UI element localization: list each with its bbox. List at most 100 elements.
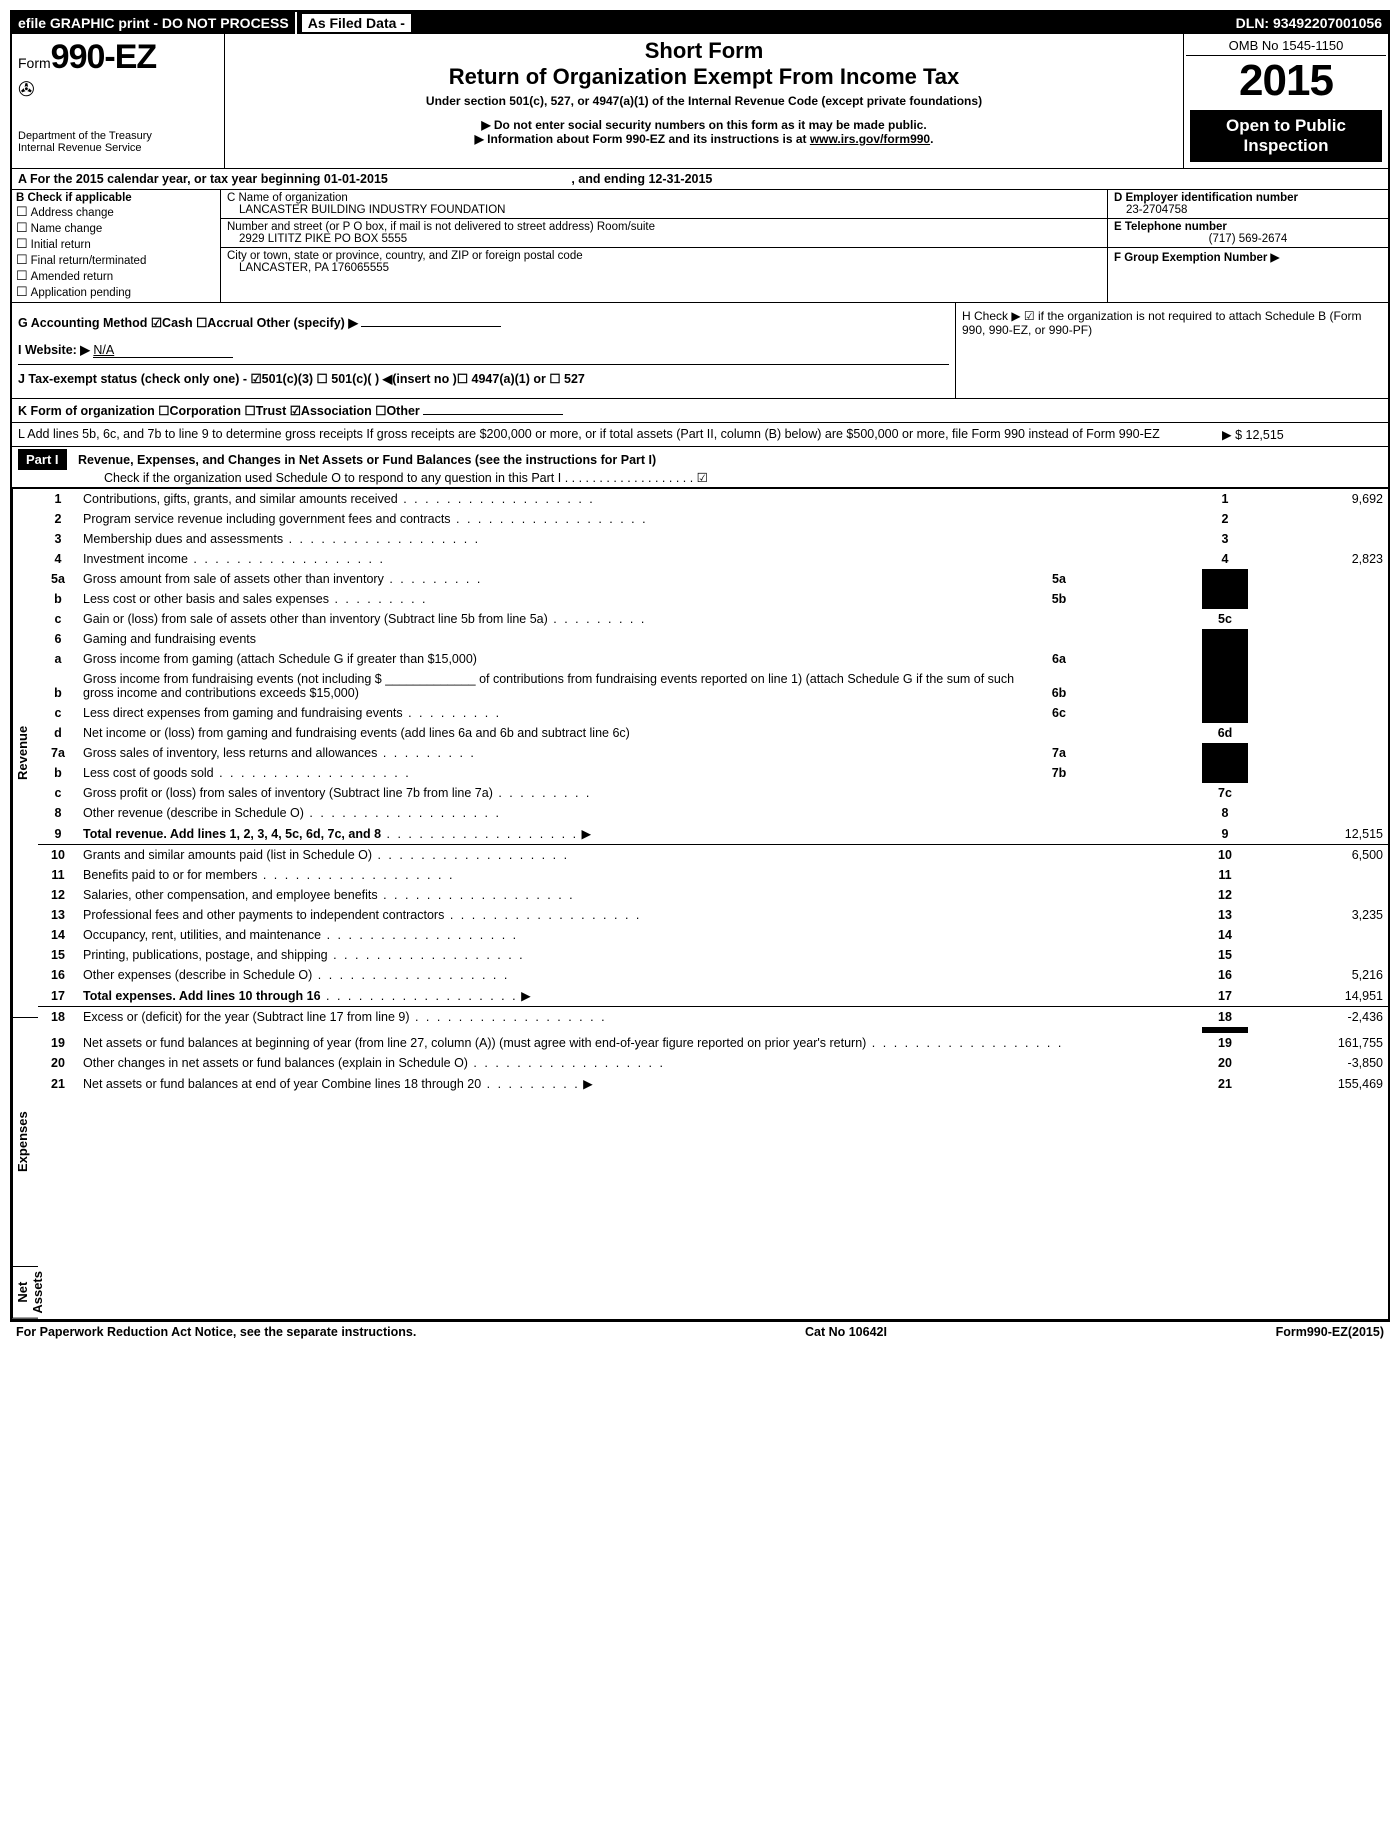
line-7a: 7a Gross sales of inventory, less return… xyxy=(38,743,1388,763)
row-a: A For the 2015 calendar year, or tax yea… xyxy=(12,169,1388,190)
line-6c: c Less direct expenses from gaming and f… xyxy=(38,703,1388,723)
part1-label: Part I xyxy=(18,449,67,470)
box-c-name-lbl: C Name of organization xyxy=(227,192,1101,204)
dept-treasury: Department of the Treasury xyxy=(18,130,218,142)
ein-value: 23-2704758 xyxy=(1114,204,1382,216)
line-21: 21 Net assets or fund balances at end of… xyxy=(38,1073,1388,1094)
org-name: LANCASTER BUILDING INDUSTRY FOUNDATION xyxy=(227,204,1101,216)
year-end: 12-31-2015 xyxy=(648,172,712,186)
footer-left: For Paperwork Reduction Act Notice, see … xyxy=(16,1325,416,1339)
l1-d: Contributions, gifts, grants, and simila… xyxy=(78,489,1202,509)
footer-yr: (2015) xyxy=(1348,1325,1384,1339)
ghij-section: G Accounting Method ☑Cash ☐Accrual Other… xyxy=(12,303,1388,399)
header-left: Form990-EZ ✇ Department of the Treasury … xyxy=(12,34,225,168)
header-right: OMB No 1545-1150 2015 Open to Public Ins… xyxy=(1184,34,1388,168)
year-begin: 01-01-2015 xyxy=(324,172,388,186)
chk-pending[interactable]: Application pending xyxy=(16,284,216,300)
row-k-text: K Form of organization ☐Corporation ☐Tru… xyxy=(18,404,420,418)
box-b: B Check if applicable Address change Nam… xyxy=(12,190,221,302)
line-11: 11 Benefits paid to or for members 11 xyxy=(38,865,1388,885)
l17-d: Total expenses. Add lines 10 through 16 xyxy=(83,989,321,1003)
short-form-label: Short Form xyxy=(233,38,1175,64)
box-c: C Name of organization LANCASTER BUILDIN… xyxy=(221,190,1107,302)
ein-label: D Employer identification number xyxy=(1114,192,1382,204)
part1-header: Part I Revenue, Expenses, and Changes in… xyxy=(12,447,1388,488)
bcd-row: B Check if applicable Address change Nam… xyxy=(12,190,1388,303)
chk-amended[interactable]: Amended return xyxy=(16,268,216,284)
chk-initial[interactable]: Initial return xyxy=(16,236,216,252)
bullet-1: ▶ Do not enter social security numbers o… xyxy=(233,118,1175,132)
part1-title: Revenue, Expenses, and Changes in Net As… xyxy=(78,453,656,467)
box-def: D Employer identification number 23-2704… xyxy=(1107,190,1388,302)
line-18: 18 Excess or (deficit) for the year (Sub… xyxy=(38,1007,1388,1028)
l9-d: Total revenue. Add lines 1, 2, 3, 4, 5c,… xyxy=(83,827,381,841)
chk-address[interactable]: Address change xyxy=(16,204,216,220)
chk-final[interactable]: Final return/terminated xyxy=(16,252,216,268)
header: Form990-EZ ✇ Department of the Treasury … xyxy=(12,34,1388,169)
part1-check: Check if the organization used Schedule … xyxy=(18,470,1382,485)
section-labels: Revenue Expenses Net Assets xyxy=(12,489,38,1319)
line-8: 8 Other revenue (describe in Schedule O)… xyxy=(38,803,1388,823)
dln-label: DLN: 93492207001056 xyxy=(1230,12,1388,34)
line-14: 14 Occupancy, rent, utilities, and maint… xyxy=(38,925,1388,945)
lines-table: 1 Contributions, gifts, grants, and simi… xyxy=(38,489,1388,1094)
form-container: efile GRAPHIC print - DO NOT PROCESS As … xyxy=(10,10,1390,1321)
chk-name[interactable]: Name change xyxy=(16,220,216,236)
label-netassets: Net Assets xyxy=(12,1267,38,1319)
form-number: Form990-EZ xyxy=(18,38,218,77)
box-b-title: B Check if applicable xyxy=(16,192,216,204)
line-6d: d Net income or (loss) from gaming and f… xyxy=(38,723,1388,743)
open2: Inspection xyxy=(1194,136,1378,156)
line-7b: b Less cost of goods sold 7b xyxy=(38,763,1388,783)
org-city: LANCASTER, PA 176065555 xyxy=(227,262,1101,274)
line-15: 15 Printing, publications, postage, and … xyxy=(38,945,1388,965)
line-13: 13 Professional fees and other payments … xyxy=(38,905,1388,925)
row-l-text: L Add lines 5b, 6c, and 7b to line 9 to … xyxy=(18,427,1202,442)
efile-label: efile GRAPHIC print - DO NOT PROCESS xyxy=(12,12,297,34)
ghij-left: G Accounting Method ☑Cash ☐Accrual Other… xyxy=(12,303,955,398)
l1-amt: 9,692 xyxy=(1248,489,1388,509)
line-12: 12 Salaries, other compensation, and emp… xyxy=(38,885,1388,905)
line-10: 10 Grants and similar amounts paid (list… xyxy=(38,845,1388,866)
phone-value: (717) 569-2674 xyxy=(1114,233,1382,245)
l21-d: Net assets or fund balances at end of ye… xyxy=(83,1077,481,1091)
line-7c: c Gross profit or (loss) from sales of i… xyxy=(38,783,1388,803)
line-5a: 5a Gross amount from sale of assets othe… xyxy=(38,569,1388,589)
footer-form-pre: Form xyxy=(1276,1325,1307,1339)
top-bar: efile GRAPHIC print - DO NOT PROCESS As … xyxy=(12,12,1388,34)
l1-box: 1 xyxy=(1202,489,1248,509)
row-j: J Tax-exempt status (check only one) - ☑… xyxy=(18,365,949,392)
form-prefix: Form xyxy=(18,55,51,71)
row-h: H Check ▶ ☑ if the organization is not r… xyxy=(955,303,1388,398)
line-5b: b Less cost or other basis and sales exp… xyxy=(38,589,1388,609)
line-16: 16 Other expenses (describe in Schedule … xyxy=(38,965,1388,985)
line-20: 20 Other changes in net assets or fund b… xyxy=(38,1053,1388,1073)
irs-label: Internal Revenue Service xyxy=(18,142,218,154)
footer: For Paperwork Reduction Act Notice, see … xyxy=(10,1321,1390,1342)
irs-link[interactable]: www.irs.gov/form990 xyxy=(810,132,930,146)
footer-cat: Cat No 10642I xyxy=(805,1325,887,1339)
org-street: 2929 LITITZ PIKE PO BOX 5555 xyxy=(227,233,1101,245)
bullet-2: ▶ Information about Form 990-EZ and its … xyxy=(233,132,1175,146)
box-c-street-lbl: Number and street (or P O box, if mail i… xyxy=(227,221,1101,233)
label-revenue: Revenue xyxy=(12,489,38,1018)
line-3: 3 Membership dues and assessments 3 xyxy=(38,529,1388,549)
website-value: N/A xyxy=(93,343,233,358)
open-to-public: Open to Public Inspection xyxy=(1190,110,1382,162)
form-title: Return of Organization Exempt From Incom… xyxy=(233,64,1175,90)
line-2: 2 Program service revenue including gove… xyxy=(38,509,1388,529)
omb-number: OMB No 1545-1150 xyxy=(1186,36,1386,56)
row-g: G Accounting Method ☑Cash ☐Accrual Other… xyxy=(18,316,358,330)
as-filed-label: As Filed Data - xyxy=(301,13,412,33)
header-mid: Short Form Return of Organization Exempt… xyxy=(225,34,1184,168)
row-a-pre: A For the 2015 calendar year, or tax yea… xyxy=(18,172,324,186)
line-1: 1 Contributions, gifts, grants, and simi… xyxy=(38,489,1388,509)
form-no: 990-EZ xyxy=(51,38,157,76)
phone-label: E Telephone number xyxy=(1114,221,1382,233)
tax-year: 2015 xyxy=(1186,56,1386,106)
row-k: K Form of organization ☐Corporation ☐Tru… xyxy=(12,399,1388,423)
line-17: 17 Total expenses. Add lines 10 through … xyxy=(38,985,1388,1007)
line-6a: a Gross income from gaming (attach Sched… xyxy=(38,649,1388,669)
line-9: 9 Total revenue. Add lines 1, 2, 3, 4, 5… xyxy=(38,823,1388,845)
row-l: L Add lines 5b, 6c, and 7b to line 9 to … xyxy=(12,423,1388,447)
